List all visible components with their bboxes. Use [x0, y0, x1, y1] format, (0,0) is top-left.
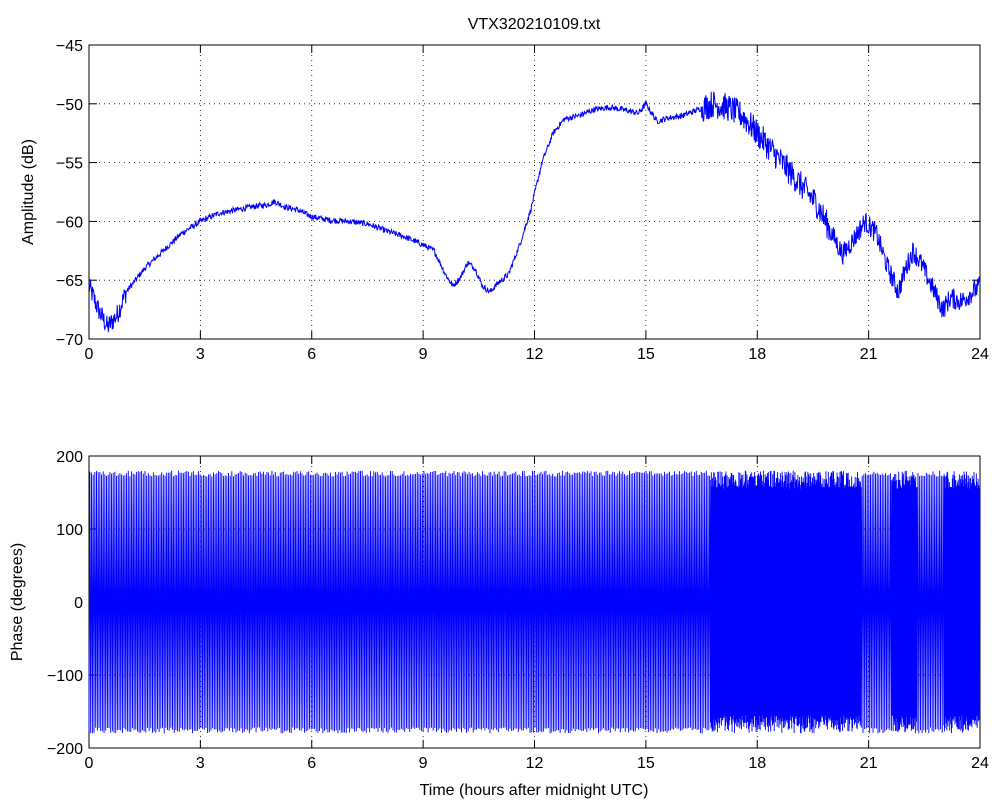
amplitude-ticks: 0 3 6 9 12 15 18 21 24 −70 −65 −60 −55 −50 −45 — [56, 38, 989, 363]
phase-y-tick-label: −100 — [47, 668, 83, 685]
phase-x-axis-label: Time (hours after midnight UTC) — [420, 782, 649, 799]
amplitude-x-tick-label: 0 — [85, 346, 94, 363]
amplitude-x-tick-label: 21 — [860, 346, 878, 363]
phase-y-tick-label: 200 — [56, 449, 83, 466]
amplitude-x-tick-label: 9 — [419, 346, 428, 363]
amplitude-y-tick-label: −70 — [56, 332, 83, 349]
phase-x-tick-label: 15 — [637, 755, 655, 772]
phase-x-tick-label: 18 — [748, 755, 766, 772]
amplitude-y-tick-label: −55 — [56, 156, 83, 173]
phase-ticks: 0 3 6 9 12 15 18 21 24 −200 −100 0 100 200 — [47, 449, 989, 772]
phase-x-tick-label: 6 — [307, 755, 316, 772]
phase-x-tick-label: 12 — [526, 755, 544, 772]
phase-x-tick-label: 3 — [196, 755, 205, 772]
phase-x-tick-label: 0 — [85, 755, 94, 772]
amplitude-x-tick-label: 18 — [748, 346, 766, 363]
amplitude-chart-title: VTX320210109.txt — [468, 16, 601, 33]
phase-series — [88, 470, 981, 734]
phase-y-tick-label: 0 — [74, 595, 83, 612]
phase-y-tick-label: −200 — [47, 741, 83, 758]
phase-line — [88, 470, 981, 734]
amplitude-y-tick-label: −60 — [56, 214, 83, 231]
amplitude-y-tick-label: −50 — [56, 97, 83, 114]
amplitude-y-tick-label: −45 — [56, 38, 83, 55]
phase-y-tick-label: 100 — [56, 522, 83, 539]
amplitude-series — [88, 91, 981, 333]
phase-y-axis-label: Phase (degrees) — [9, 543, 26, 661]
amplitude-x-tick-label: 12 — [526, 346, 544, 363]
phase-x-tick-label: 21 — [860, 755, 878, 772]
amplitude-axes: 0 3 6 9 12 15 18 21 24 −70 −65 −60 −55 −50 −45 VTX3202… — [20, 16, 989, 363]
phase-x-tick-label: 9 — [419, 755, 428, 772]
amplitude-x-tick-label: 24 — [971, 346, 989, 363]
amplitude-y-axis-label: Amplitude (dB) — [20, 139, 37, 245]
phase-axes: 0 3 6 9 12 15 18 21 24 −200 −100 0 100 200 Phase (deg… — [9, 449, 989, 799]
amplitude-x-tick-label: 6 — [307, 346, 316, 363]
amplitude-grid — [89, 45, 980, 339]
amplitude-x-tick-label: 3 — [196, 346, 205, 363]
amplitude-x-tick-label: 15 — [637, 346, 655, 363]
amplitude-line — [88, 91, 981, 333]
amplitude-y-tick-label: −65 — [56, 273, 83, 290]
phase-x-tick-label: 24 — [971, 755, 989, 772]
